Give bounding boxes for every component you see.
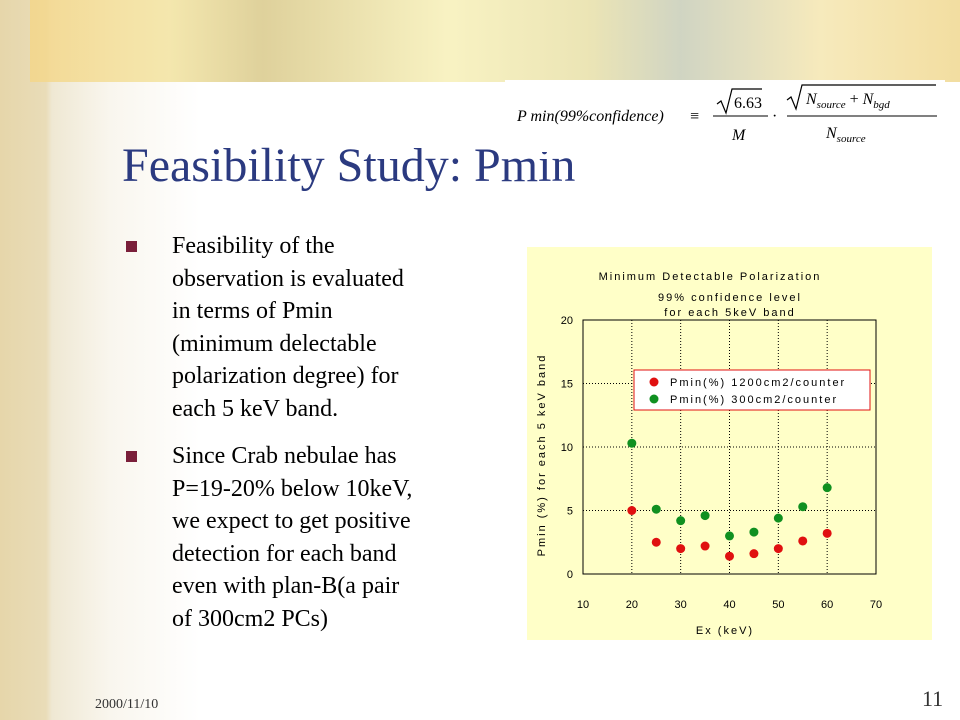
slide-title: Feasibility Study: Pmin bbox=[122, 139, 576, 192]
formula: P min(99%confidence) ≡ 6.63 M · Nsource +… bbox=[516, 84, 937, 145]
data-point bbox=[725, 551, 734, 561]
bullet: Since Crab nebulae has P=19-20% below 10k… bbox=[126, 440, 413, 635]
formula-lhs: P min(99%confidence) bbox=[516, 108, 664, 125]
data-point bbox=[773, 544, 783, 554]
y-axis-label: Pmin (%) for each 5 keV band bbox=[536, 354, 548, 557]
x-axis-label: Ex (keV) bbox=[696, 625, 754, 637]
formula-den1: M bbox=[731, 127, 747, 144]
data-point bbox=[676, 516, 686, 526]
data-point bbox=[725, 531, 734, 541]
bullet-line: even with plan-B(a pair bbox=[172, 573, 400, 599]
y-tick-label: 20 bbox=[561, 315, 573, 327]
data-point bbox=[676, 544, 686, 554]
x-tick-label: 30 bbox=[675, 599, 687, 611]
data-point bbox=[627, 506, 637, 515]
bullet-line: polarization degree) for bbox=[172, 363, 399, 389]
bullet-marker bbox=[126, 451, 137, 462]
data-point bbox=[700, 541, 710, 551]
x-tick-label: 40 bbox=[723, 599, 735, 611]
sub: source bbox=[837, 133, 866, 145]
formula-den2: Nsource bbox=[825, 125, 866, 145]
date: 2000/11/10 bbox=[95, 697, 159, 712]
bullet-line: in terms of Pmin bbox=[172, 298, 333, 324]
radical bbox=[716, 88, 762, 115]
bullet-line: (minimum delectable bbox=[172, 330, 377, 357]
legend bbox=[633, 369, 871, 411]
bullet-line: we expect to get positive bbox=[172, 508, 411, 534]
y-tick-label: 5 bbox=[567, 506, 573, 518]
y-tick-label: 15 bbox=[561, 379, 573, 391]
formula-operator: · bbox=[772, 108, 777, 125]
legend-label: Pmin(%) 1200cm2/counter bbox=[670, 377, 846, 389]
chart-subtitle: 99% confidence level bbox=[658, 292, 802, 304]
bullet-line: each 5 keV band. bbox=[172, 395, 339, 422]
bullet-marker bbox=[126, 241, 137, 252]
y-tick-label: 0 bbox=[567, 569, 573, 581]
bullet-line: of 300cm2 PCs) bbox=[172, 605, 328, 632]
x-tick-label: 50 bbox=[772, 599, 784, 611]
data-point bbox=[773, 513, 783, 523]
x-tick-label: 20 bbox=[626, 599, 638, 611]
data-point bbox=[822, 528, 832, 538]
radical bbox=[786, 84, 936, 111]
page-number: 11 bbox=[922, 686, 944, 711]
op: + bbox=[850, 91, 859, 108]
formula-num2: Nsource + Nbgd bbox=[805, 91, 890, 111]
y-tick-label: 10 bbox=[561, 442, 573, 454]
legend-label: Pmin(%) 300cm2/counter bbox=[670, 394, 838, 406]
legend-marker bbox=[649, 377, 659, 387]
data-point bbox=[822, 483, 832, 493]
data-point bbox=[651, 537, 661, 547]
bullet-line: detection for each band bbox=[172, 540, 397, 567]
x-tick-label: 70 bbox=[870, 599, 882, 611]
banner bbox=[30, 0, 960, 82]
bullet-line: Since Crab nebulae has bbox=[172, 443, 397, 469]
data-point bbox=[627, 438, 637, 448]
sub: bgd bbox=[873, 99, 890, 111]
data-point bbox=[700, 511, 710, 521]
bullet-line: P=19-20% below 10keV, bbox=[172, 475, 413, 502]
chart-title: Minimum Detectable Polarization bbox=[599, 271, 822, 283]
data-point bbox=[798, 536, 808, 546]
formula-num1: 6.63 bbox=[734, 95, 762, 112]
sub: source bbox=[817, 99, 846, 111]
data-point bbox=[651, 504, 661, 514]
sym: N bbox=[862, 91, 875, 108]
formula-relation: ≡ bbox=[690, 108, 699, 125]
legend-marker bbox=[649, 394, 659, 404]
data-point bbox=[749, 549, 759, 559]
data-point bbox=[798, 502, 808, 512]
x-tick-label: 60 bbox=[821, 599, 833, 611]
data-point bbox=[749, 527, 759, 537]
chart-subtitle: for each 5keV band bbox=[664, 307, 795, 319]
sym: N bbox=[825, 125, 838, 142]
x-tick-label: 10 bbox=[577, 599, 589, 611]
bullet: Feasibility of the observation is evaluat… bbox=[126, 230, 404, 425]
sym: N bbox=[805, 91, 818, 108]
bullet-line: observation is evaluated bbox=[172, 265, 404, 292]
bullet-line: Feasibility of the bbox=[172, 233, 335, 259]
